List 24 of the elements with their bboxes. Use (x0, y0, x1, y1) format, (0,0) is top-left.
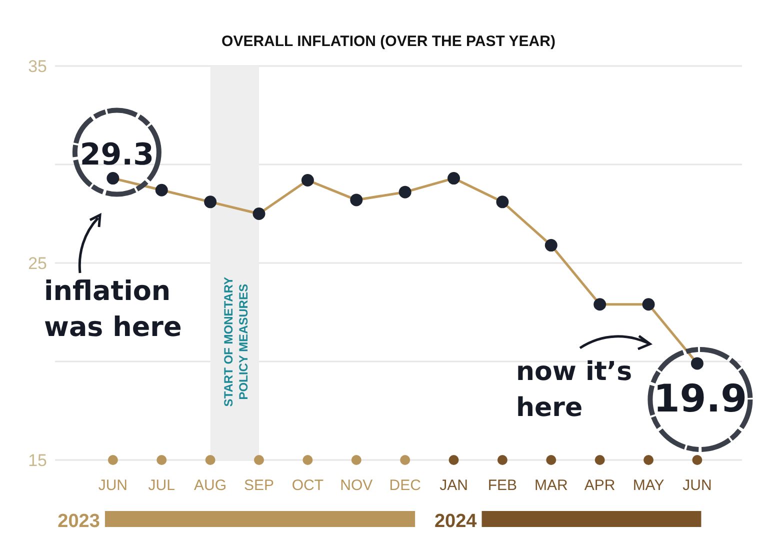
x-tick-label: OCT (292, 477, 324, 494)
x-tick-label: MAR (534, 477, 568, 494)
x-tick-label: DEC (389, 477, 422, 494)
annotation: now it’s here (516, 357, 632, 423)
x-tick-label: JUN (682, 477, 712, 494)
annotation: inflation was here (44, 276, 182, 343)
text: 2023 (58, 511, 100, 532)
text: 2024 (434, 511, 478, 532)
x-tick-label: NOV (340, 477, 373, 494)
band-label: START OF MONETARY POLICY MEASURES (222, 276, 251, 407)
x-tick-label: SEP (244, 477, 274, 494)
x-tick-label: JAN (440, 477, 468, 494)
x-tick-label: JUL (148, 477, 175, 494)
x-tick-label: FEB (488, 477, 518, 494)
text: 19.9 (653, 376, 748, 420)
chart-title: OVERALL INFLATION (OVER THE PAST YEAR) (222, 33, 556, 50)
y-tick-label: 35 (28, 57, 47, 76)
text: 29.3 (80, 137, 154, 172)
y-tick-label: 25 (28, 254, 47, 274)
x-tick-label: JUN (98, 477, 128, 494)
x-tick-label: APR (584, 477, 616, 494)
y-tick-label: 15 (28, 451, 47, 470)
x-tick-label: AUG (194, 477, 227, 494)
x-tick-label: MAY (632, 477, 664, 494)
